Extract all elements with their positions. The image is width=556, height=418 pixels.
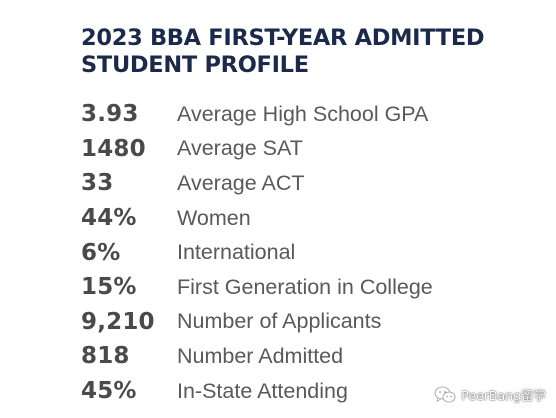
stat-value: 45% [81,378,137,405]
stat-value: 1480 [81,135,146,162]
stat-label: Number Admitted [177,343,344,368]
stat-value: 6% [81,239,121,266]
stat-row-admitted: 818 Number Admitted [81,339,433,374]
stat-label: Average High School GPA [177,101,429,126]
stat-row-first-generation: 15% First Generation in College [81,270,433,305]
stat-label: In-State Attending [177,378,348,403]
title-line-2: STUDENT PROFILE [81,52,309,78]
stat-label: Average SAT [177,136,303,161]
stat-row-applicants: 9,210 Number of Applicants [81,305,433,340]
stat-label: Average ACT [177,170,305,195]
title-line-1: 2023 BBA FIRST-YEAR ADMITTED [81,25,485,51]
stat-row-sat: 1480 Average SAT [81,132,433,167]
page-title: 2023 BBA FIRST-YEAR ADMITTED STUDENT PRO… [81,25,485,79]
stat-value: 44% [81,205,137,232]
stat-row-international: 6% International [81,235,433,270]
watermark: PeerBang留学 [434,385,546,404]
stat-value: 818 [81,343,130,370]
stat-value: 9,210 [81,308,155,335]
stat-label: International [177,240,296,265]
stat-value: 3.93 [81,101,139,128]
watermark-text: PeerBang留学 [461,388,546,403]
stats-list: 3.93 Average High School GPA 1480 Averag… [81,97,433,408]
wechat-icon [434,386,456,404]
stat-row-women: 44% Women [81,201,433,236]
stat-label: First Generation in College [177,274,433,299]
stat-row-gpa: 3.93 Average High School GPA [81,97,433,132]
stat-row-act: 33 Average ACT [81,166,433,201]
stat-label: Women [177,205,251,230]
stat-value: 33 [81,170,114,197]
stat-label: Number of Applicants [177,309,382,334]
stat-value: 15% [81,274,137,301]
stat-row-in-state: 45% In-State Attending [81,374,433,409]
